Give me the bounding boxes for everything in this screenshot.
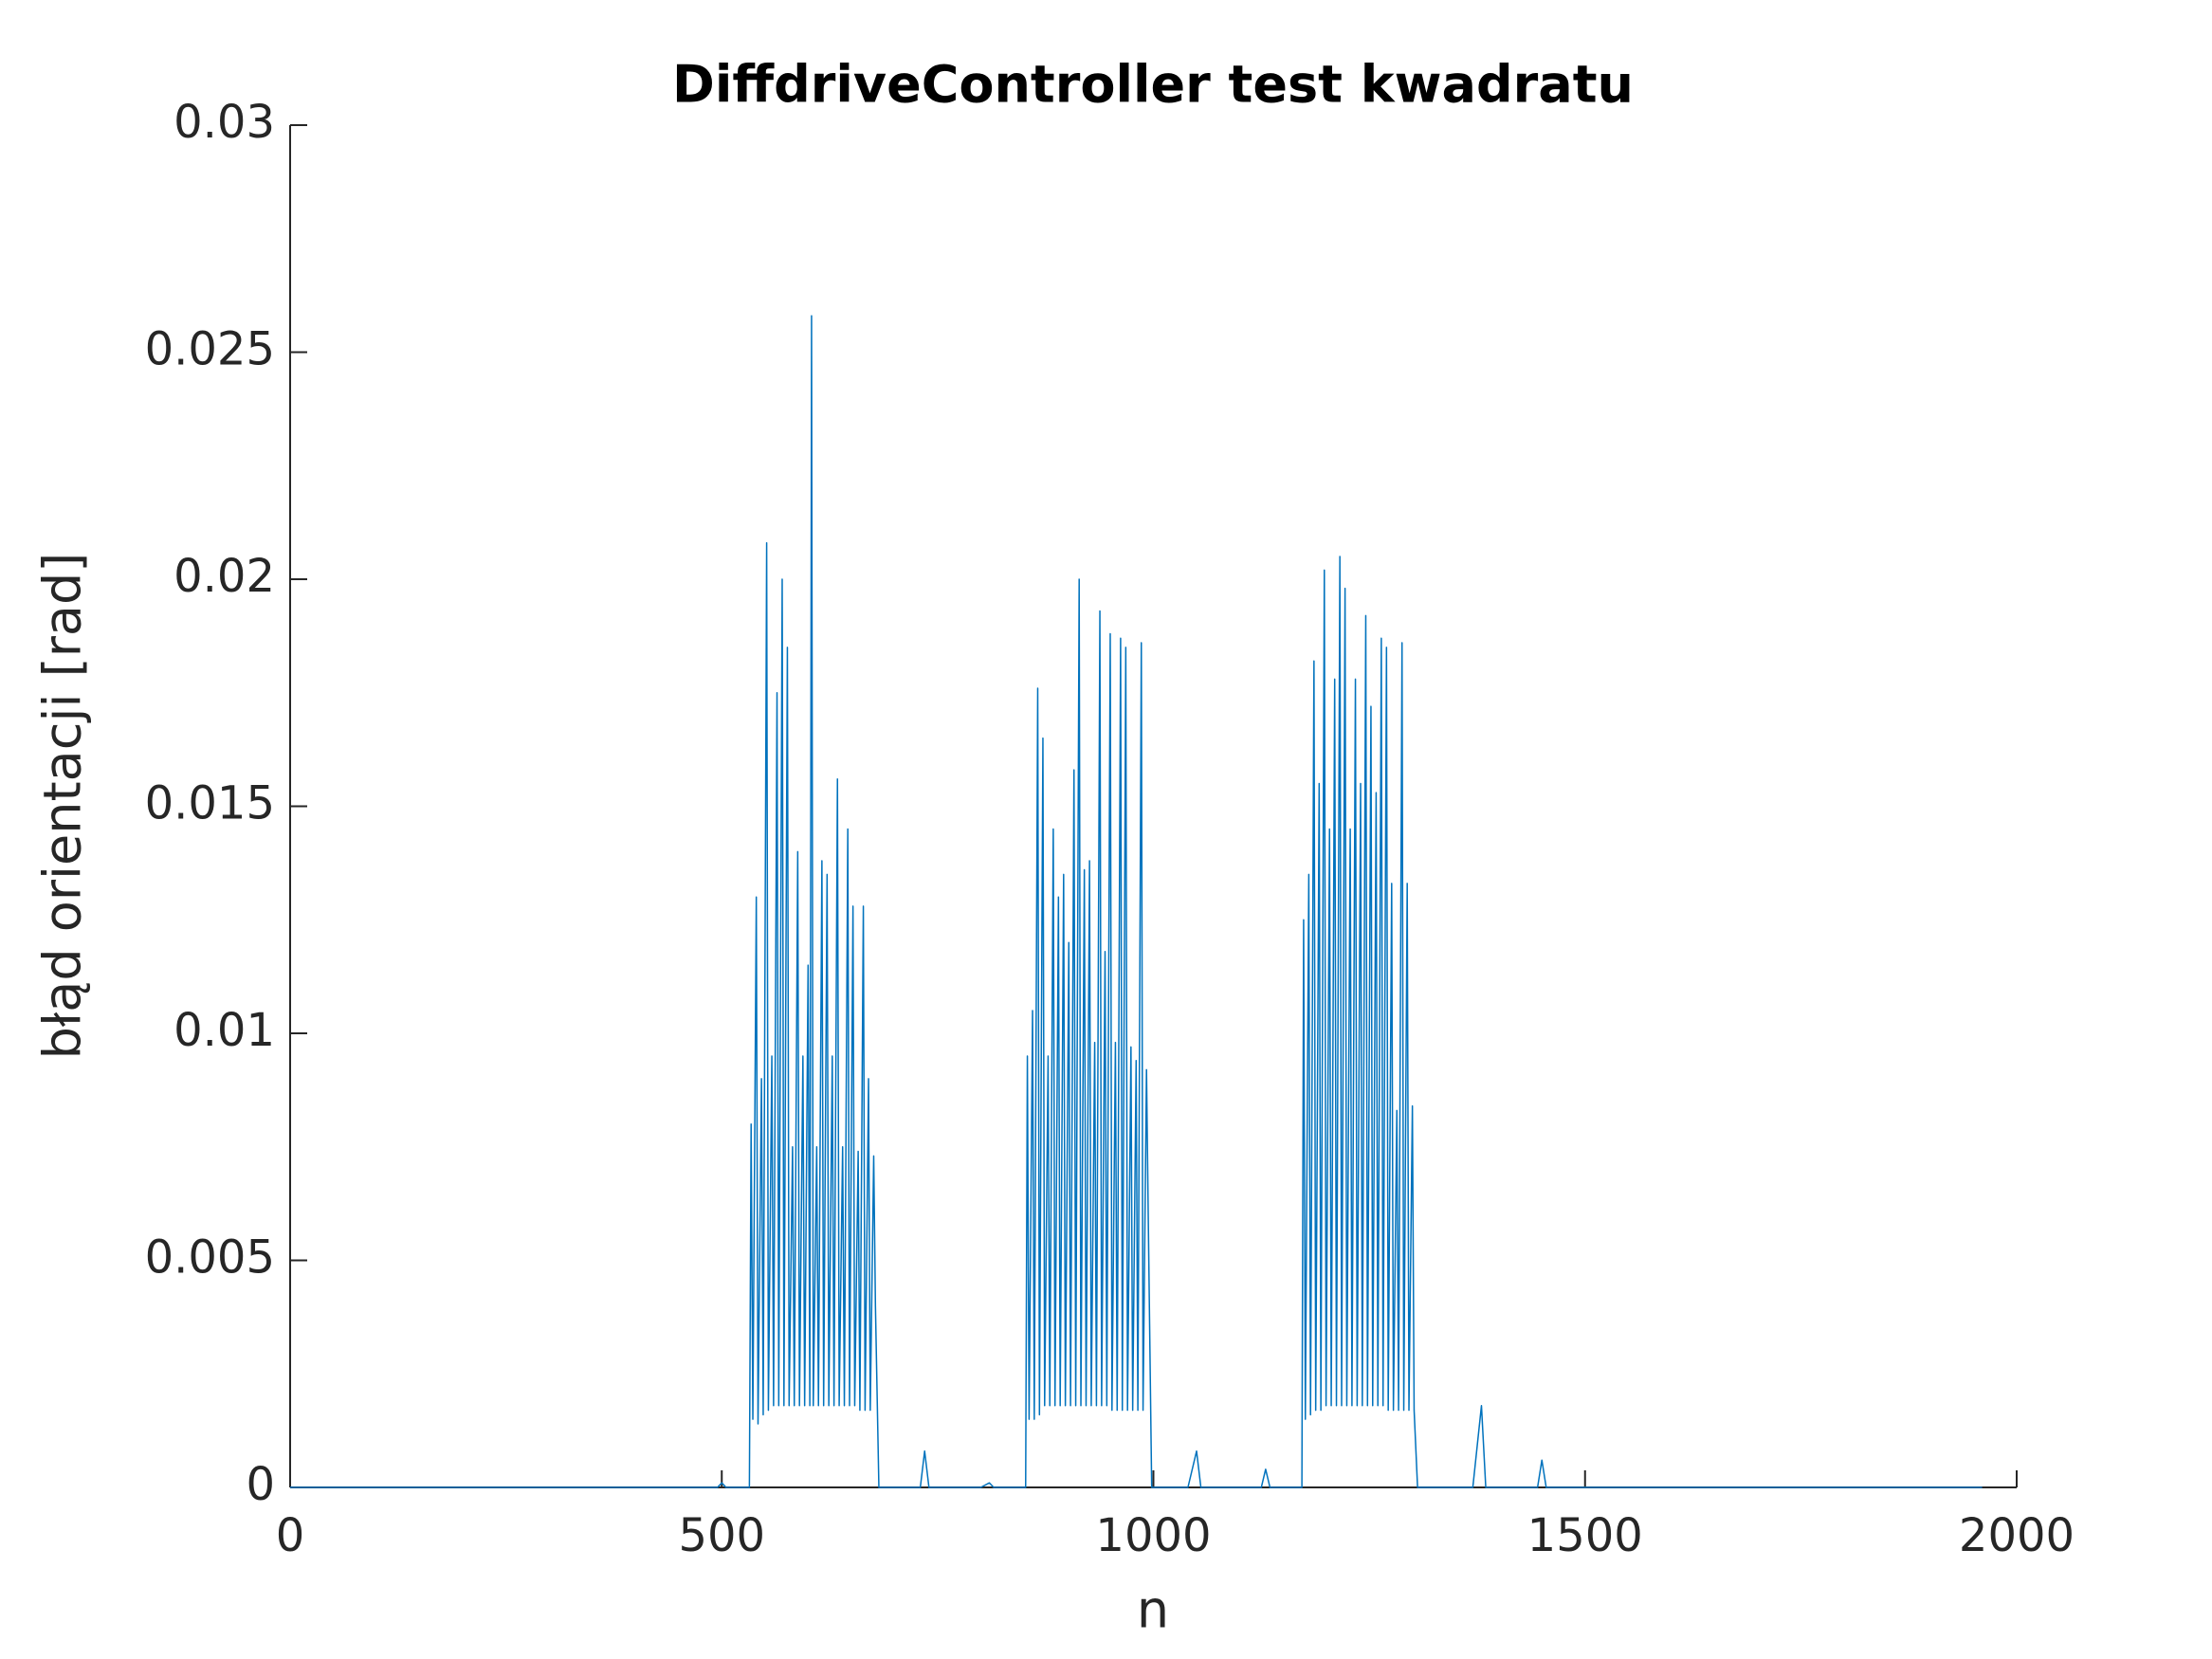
y-tick-label: 0.01 <box>174 1004 275 1057</box>
y-tick-label: 0.015 <box>145 777 275 830</box>
y-tick-label: 0 <box>246 1458 275 1511</box>
x-tick-label: 500 <box>678 1509 765 1562</box>
y-tick-label: 0.03 <box>174 96 275 149</box>
x-tick-label: 1500 <box>1527 1509 1643 1562</box>
y-axis-label: błąd orientacji [rad] <box>33 553 93 1060</box>
x-tick-label: 1000 <box>1095 1509 1211 1562</box>
x-tick-label: 0 <box>276 1509 305 1562</box>
x-tick-label: 2000 <box>1959 1509 2075 1562</box>
data-line <box>290 315 1983 1488</box>
y-tick-label: 0.005 <box>145 1231 275 1285</box>
y-tick-label: 0.02 <box>174 550 275 603</box>
chart-title: DiffdriveController test kwadratu <box>672 55 1634 115</box>
x-axis-label: n <box>1137 1580 1169 1640</box>
y-tick-label: 0.025 <box>145 323 275 376</box>
